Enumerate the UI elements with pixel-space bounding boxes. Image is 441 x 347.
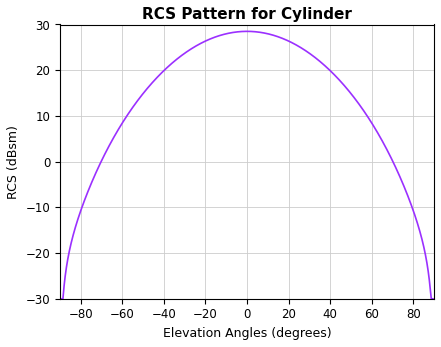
Title: RCS Pattern for Cylinder: RCS Pattern for Cylinder	[142, 7, 352, 22]
Y-axis label: RCS (dBsm): RCS (dBsm)	[7, 125, 20, 198]
X-axis label: Elevation Angles (degrees): Elevation Angles (degrees)	[163, 327, 331, 340]
